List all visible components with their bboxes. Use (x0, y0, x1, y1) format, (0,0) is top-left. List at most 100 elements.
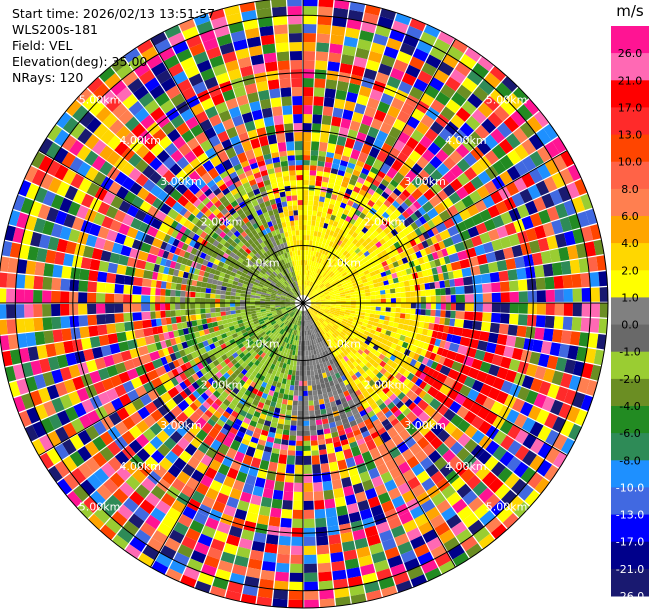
velocity-gate (346, 91, 358, 103)
velocity-gate (392, 200, 401, 209)
velocity-gate (370, 310, 376, 315)
velocity-gate (329, 258, 334, 264)
velocity-gate (342, 283, 348, 288)
velocity-gate (319, 403, 326, 410)
velocity-gate (380, 298, 386, 303)
velocity-gate (205, 313, 212, 319)
velocity-gate (440, 303, 446, 310)
velocity-gate (303, 410, 309, 416)
velocity-gate (357, 176, 366, 185)
velocity-gate (439, 280, 446, 288)
velocity-gate (363, 215, 371, 223)
velocity-gate (450, 261, 462, 271)
velocity-gate (303, 60, 315, 70)
velocity-gate (340, 269, 346, 275)
velocity-gate (430, 235, 438, 245)
velocity-gate (350, 148, 361, 160)
velocity-gate (398, 318, 405, 324)
velocity-gate (325, 213, 332, 220)
velocity-gate (402, 219, 411, 228)
velocity-gate (350, 297, 356, 301)
velocity-gate (498, 323, 509, 335)
velocity-gate (132, 285, 142, 295)
velocity-gate (383, 265, 390, 272)
velocity-gate (313, 251, 317, 257)
velocity-gate (319, 132, 329, 143)
velocity-gate (440, 310, 446, 318)
velocity-gate (422, 222, 431, 231)
velocity-gate (115, 274, 126, 285)
velocity-gate (303, 150, 311, 156)
velocity-gate (435, 303, 441, 310)
velocity-gate (410, 163, 423, 176)
velocity-gate (323, 266, 329, 273)
velocity-gate (340, 300, 346, 303)
velocity-gate (299, 380, 303, 386)
velocity-gate (132, 277, 143, 287)
velocity-gate (535, 180, 550, 196)
velocity-gate (375, 219, 383, 227)
velocity-gate (313, 292, 319, 296)
velocity-gate (240, 293, 246, 297)
velocity-gate (303, 350, 306, 356)
velocity-gate (419, 315, 426, 322)
velocity-gate (489, 322, 500, 334)
velocity-gate (399, 286, 406, 293)
velocity-gate (451, 233, 463, 245)
velocity-gate (353, 220, 361, 228)
velocity-gate (316, 384, 322, 390)
velocity-gate (299, 370, 303, 376)
velocity-gate (334, 227, 341, 234)
velocity-gate (397, 110, 411, 124)
velocity-gate (496, 260, 508, 272)
velocity-gate (0, 319, 8, 335)
velocity-gate (6, 304, 16, 319)
velocity-gate (459, 122, 475, 137)
velocity-gate (230, 288, 237, 293)
velocity-gate (343, 220, 350, 227)
velocity-gate (307, 275, 311, 281)
velocity-gate (395, 297, 401, 303)
velocity-gate (263, 552, 277, 563)
velocity-gate (318, 269, 322, 275)
velocity-gate (210, 293, 216, 299)
velocity-gate (359, 312, 366, 316)
velocity-gate (329, 43, 343, 54)
velocity-gate (15, 304, 25, 319)
velocity-gate (273, 589, 288, 600)
velocity-gate (383, 84, 398, 98)
velocity-gate (334, 496, 346, 508)
velocity-gate (25, 332, 37, 347)
velocity-gate (383, 46, 399, 59)
velocity-gate (314, 409, 321, 416)
velocity-gate (317, 288, 322, 293)
velocity-gate (467, 226, 480, 238)
velocity-gate (69, 303, 79, 316)
velocity-gate (459, 336, 471, 347)
velocity-gate (180, 315, 187, 323)
velocity-gate (318, 444, 327, 451)
velocity-gate (379, 315, 385, 320)
velocity-gate (470, 176, 484, 190)
velocity-gate (368, 50, 383, 63)
velocity-gate (313, 195, 320, 202)
velocity-gate (319, 191, 326, 198)
velocity-gate (306, 285, 309, 291)
velocity-gate (390, 303, 396, 308)
velocity-gate (305, 290, 307, 296)
velocity-gate (313, 291, 318, 296)
velocity-gate (467, 70, 484, 86)
velocity-gate (389, 283, 395, 289)
velocity-gate (271, 498, 283, 509)
velocity-gate (225, 291, 231, 296)
velocity-gate (571, 317, 582, 331)
velocity-gate (308, 395, 314, 401)
velocity-gate (452, 269, 463, 279)
velocity-gate (266, 534, 279, 545)
velocity-gate (425, 303, 431, 310)
velocity-gate (355, 131, 367, 144)
velocity-gate (305, 285, 308, 291)
velocity-gate (313, 200, 319, 207)
velocity-gate (417, 70, 433, 85)
velocity-gate (326, 143, 336, 154)
